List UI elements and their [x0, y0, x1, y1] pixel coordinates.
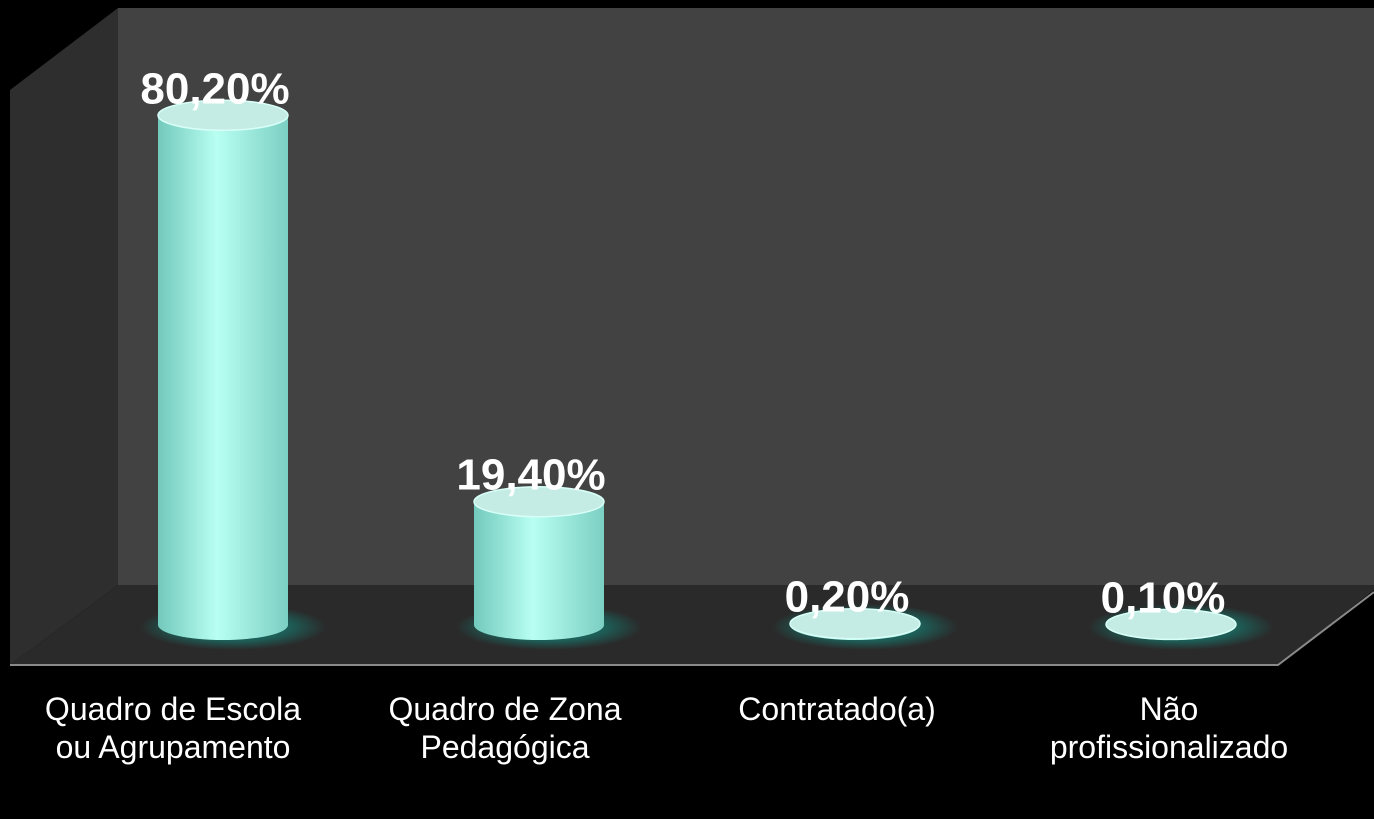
x-tick-label: Quadro de Escola ou Agrupamento — [44, 691, 302, 765]
bar — [1105, 608, 1237, 641]
x-tick-label: Não profissionalizado — [1049, 691, 1289, 765]
back-wall — [118, 8, 1374, 585]
bar-body — [158, 115, 288, 641]
bar-top — [157, 99, 289, 132]
floor-edge — [10, 591, 1374, 666]
floor — [10, 585, 1374, 665]
bar — [789, 607, 921, 640]
bar — [157, 99, 289, 641]
value-label: 0,20% — [785, 573, 910, 622]
side-wall — [10, 8, 118, 665]
value-label: 0,10% — [1101, 573, 1226, 622]
bar-body — [474, 501, 604, 640]
value-label: 19,40% — [456, 451, 605, 500]
bar-top — [789, 607, 921, 640]
value-label: 80,20% — [140, 64, 289, 113]
bar-top — [473, 485, 605, 518]
bar-top — [1105, 608, 1237, 641]
x-tick-label: Quadro de Zona Pedagógica — [388, 691, 622, 765]
x-tick-label: Contratado(a) — [738, 691, 936, 727]
bar — [473, 485, 605, 640]
